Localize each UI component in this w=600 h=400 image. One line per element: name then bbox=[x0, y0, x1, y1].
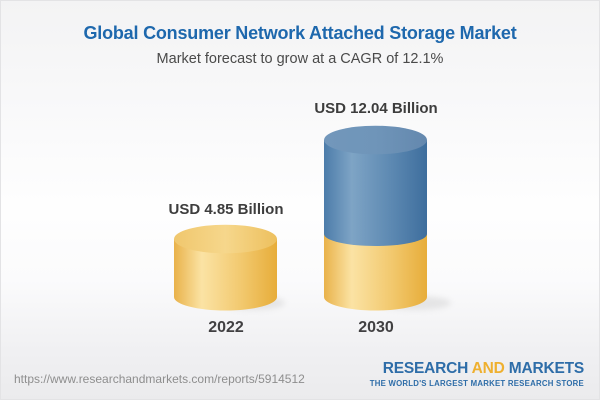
research-and-markets-logo: RESEARCH AND MARKETS THE WORLD'S LARGEST… bbox=[370, 361, 584, 387]
page-title: Global Consumer Network Attached Storage… bbox=[83, 23, 517, 43]
category-label-2022: 2022 bbox=[208, 319, 244, 336]
logo-wordmark: RESEARCH AND MARKETS bbox=[370, 361, 584, 377]
category-label-2030: 2030 bbox=[358, 319, 394, 336]
logo-word-research: RESEARCH bbox=[382, 360, 469, 377]
footer-report-url: https://www.researchandmarkets.com/repor… bbox=[14, 372, 305, 386]
page-subtitle: Market forecast to grow at a CAGR of 12.… bbox=[156, 51, 444, 67]
bar-2022-cylinder bbox=[174, 224, 277, 311]
bar-2030-blue-segment bbox=[324, 140, 427, 234]
logo-word-markets: MARKETS bbox=[508, 360, 584, 377]
bar-2030-cylinder bbox=[324, 125, 427, 311]
bar-2022-top-cap bbox=[174, 224, 277, 254]
value-label-2030: USD 12.04 Billion bbox=[314, 100, 438, 117]
logo-tagline: THE WORLD'S LARGEST MARKET RESEARCH STOR… bbox=[369, 378, 584, 388]
bar-2030-segment-boundary bbox=[324, 222, 427, 246]
value-label-2022: USD 4.85 Billion bbox=[168, 201, 284, 218]
logo-word-and: AND bbox=[471, 360, 505, 377]
bar-2030-top-cap bbox=[324, 125, 427, 155]
